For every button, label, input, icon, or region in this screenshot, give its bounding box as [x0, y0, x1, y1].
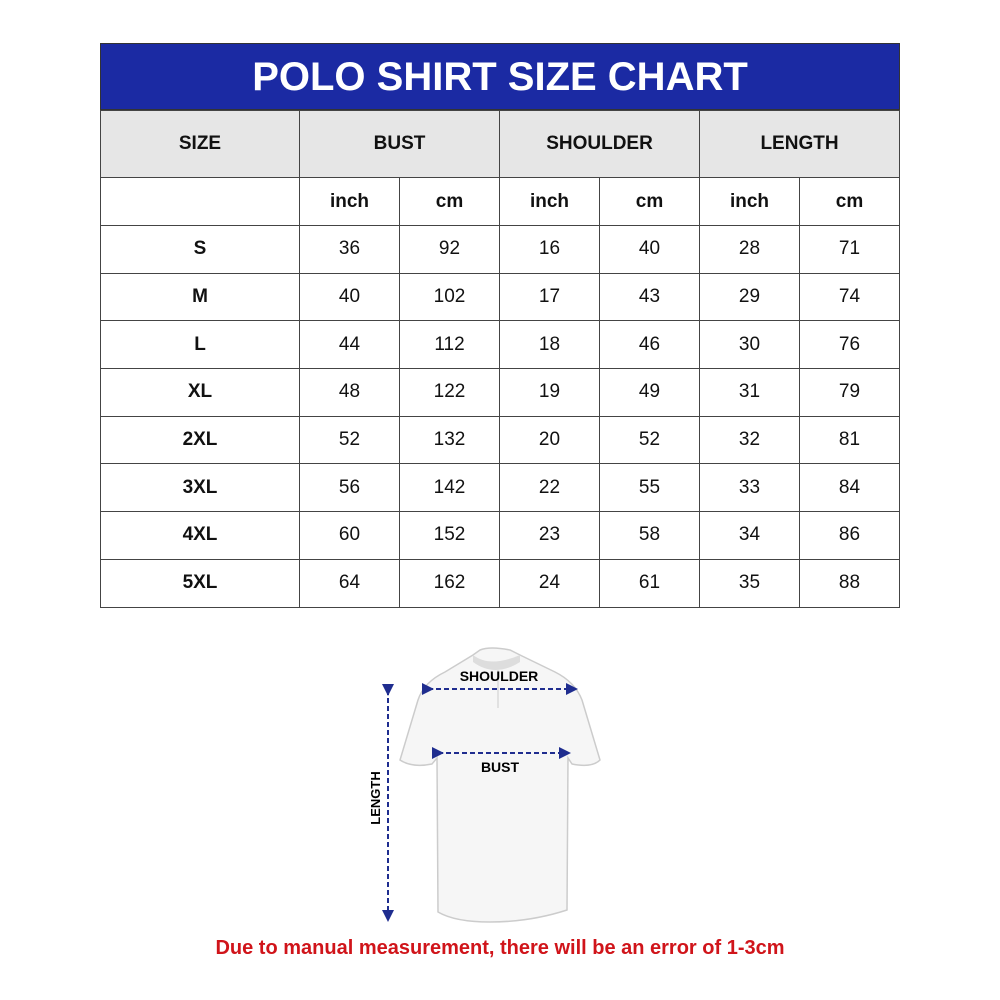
unit-inch: inch: [699, 177, 800, 226]
value-cell: 17: [499, 272, 600, 322]
value-cell: 56: [299, 463, 400, 513]
value-cell: 84: [799, 463, 900, 513]
shirt-diagram: SHOULDER BUST LENGTH: [368, 647, 601, 923]
length-label: LENGTH: [368, 771, 383, 824]
size-cell: M: [100, 272, 300, 322]
value-cell: 22: [499, 463, 600, 513]
value-cell: 40: [599, 225, 700, 274]
size-cell: 5XL: [100, 558, 300, 608]
value-cell: 18: [499, 320, 600, 370]
size-cell: XL: [100, 368, 300, 417]
value-cell: 33: [699, 463, 800, 513]
table-row: M 40 102 17 43 29 74: [100, 272, 900, 322]
value-cell: 30: [699, 320, 800, 370]
measurement-note: Due to manual measurement, there will be…: [215, 937, 785, 959]
value-cell: 112: [399, 320, 500, 370]
size-table: SIZE BUST SHOULDER LENGTH inch cm inch cm inch cm…: [100, 110, 900, 608]
header-bust: BUST: [299, 110, 500, 178]
value-cell: 40: [299, 272, 400, 322]
value-cell: 52: [299, 415, 400, 465]
size-cell: 3XL: [100, 463, 300, 513]
value-cell: 132: [399, 415, 500, 465]
value-cell: 64: [299, 558, 400, 608]
value-cell: 55: [599, 463, 700, 513]
unit-row: inch cm inch cm inch cm: [100, 177, 900, 226]
header-row: SIZE BUST SHOULDER LENGTH: [100, 110, 900, 178]
size-cell: S: [100, 225, 300, 274]
table-row: 4XL 60 152 23 58 34 86: [100, 511, 900, 560]
table-row: 3XL 56 142 22 55 33 84: [100, 463, 900, 513]
value-cell: 36: [299, 225, 400, 274]
value-cell: 162: [399, 558, 500, 608]
value-cell: 49: [599, 368, 700, 417]
table-row: 2XL 52 132 20 52 32 81: [100, 415, 900, 465]
chart-title: POLO SHIRT SIZE CHART: [100, 43, 900, 110]
value-cell: 23: [499, 511, 600, 560]
value-cell: 71: [799, 225, 900, 274]
unit-cm: cm: [599, 177, 700, 226]
value-cell: 28: [699, 225, 800, 274]
value-cell: 58: [599, 511, 700, 560]
bust-label: BUST: [481, 759, 520, 775]
value-cell: 52: [599, 415, 700, 465]
unit-cm: cm: [799, 177, 900, 226]
shoulder-label: SHOULDER: [460, 668, 539, 684]
value-cell: 102: [399, 272, 500, 322]
value-cell: 34: [699, 511, 800, 560]
value-cell: 44: [299, 320, 400, 370]
value-cell: 152: [399, 511, 500, 560]
size-cell: L: [100, 320, 300, 370]
value-cell: 61: [599, 558, 700, 608]
value-cell: 24: [499, 558, 600, 608]
value-cell: 48: [299, 368, 400, 417]
value-cell: 76: [799, 320, 900, 370]
value-cell: 43: [599, 272, 700, 322]
unit-inch: inch: [499, 177, 600, 226]
size-cell: 4XL: [100, 511, 300, 560]
value-cell: 60: [299, 511, 400, 560]
size-cell: 2XL: [100, 415, 300, 465]
value-cell: 92: [399, 225, 500, 274]
value-cell: 46: [599, 320, 700, 370]
table-row: XL 48 122 19 49 31 79: [100, 368, 900, 417]
value-cell: 79: [799, 368, 900, 417]
table-row: S 36 92 16 40 28 71: [100, 225, 900, 274]
value-cell: 16: [499, 225, 600, 274]
header-shoulder: SHOULDER: [499, 110, 700, 178]
value-cell: 74: [799, 272, 900, 322]
value-cell: 19: [499, 368, 600, 417]
value-cell: 32: [699, 415, 800, 465]
value-cell: 88: [799, 558, 900, 608]
value-cell: 142: [399, 463, 500, 513]
value-cell: 86: [799, 511, 900, 560]
unit-cm: cm: [399, 177, 500, 226]
header-length: LENGTH: [699, 110, 900, 178]
value-cell: 31: [699, 368, 800, 417]
unit-inch: inch: [299, 177, 400, 226]
table-row: L 44 112 18 46 30 76: [100, 320, 900, 370]
shirt-icon: [399, 647, 601, 923]
table-row: 5XL 64 162 24 61 35 88: [100, 558, 900, 608]
empty-cell: [100, 177, 300, 226]
value-cell: 29: [699, 272, 800, 322]
value-cell: 122: [399, 368, 500, 417]
value-cell: 35: [699, 558, 800, 608]
header-size: SIZE: [100, 110, 300, 178]
value-cell: 81: [799, 415, 900, 465]
value-cell: 20: [499, 415, 600, 465]
